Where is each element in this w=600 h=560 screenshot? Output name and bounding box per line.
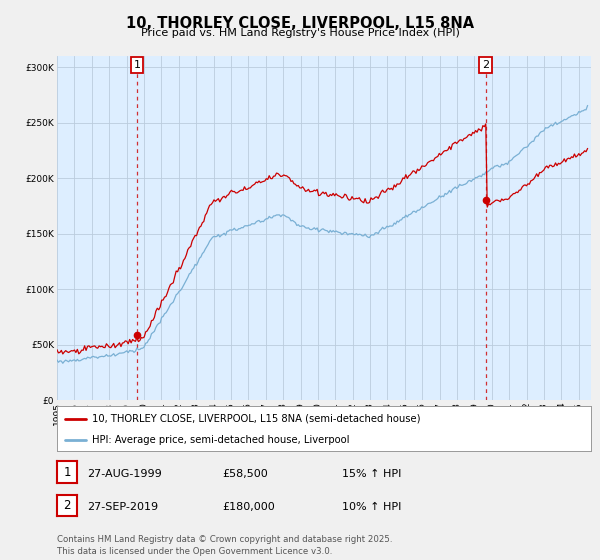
Text: HPI: Average price, semi-detached house, Liverpool: HPI: Average price, semi-detached house,… bbox=[92, 435, 349, 445]
Text: £180,000: £180,000 bbox=[222, 502, 275, 512]
Text: 27-SEP-2019: 27-SEP-2019 bbox=[87, 502, 158, 512]
Text: 27-AUG-1999: 27-AUG-1999 bbox=[87, 469, 162, 479]
Text: Price paid vs. HM Land Registry's House Price Index (HPI): Price paid vs. HM Land Registry's House … bbox=[140, 28, 460, 38]
Text: 15% ↑ HPI: 15% ↑ HPI bbox=[342, 469, 401, 479]
Text: Contains HM Land Registry data © Crown copyright and database right 2025.
This d: Contains HM Land Registry data © Crown c… bbox=[57, 535, 392, 556]
Text: 10, THORLEY CLOSE, LIVERPOOL, L15 8NA: 10, THORLEY CLOSE, LIVERPOOL, L15 8NA bbox=[126, 16, 474, 31]
Text: 2: 2 bbox=[482, 60, 490, 70]
Text: £58,500: £58,500 bbox=[222, 469, 268, 479]
Text: 1: 1 bbox=[64, 465, 71, 479]
Text: 1: 1 bbox=[133, 60, 140, 70]
Text: 10% ↑ HPI: 10% ↑ HPI bbox=[342, 502, 401, 512]
Text: 10, THORLEY CLOSE, LIVERPOOL, L15 8NA (semi-detached house): 10, THORLEY CLOSE, LIVERPOOL, L15 8NA (s… bbox=[92, 413, 420, 423]
Text: 2: 2 bbox=[64, 499, 71, 512]
